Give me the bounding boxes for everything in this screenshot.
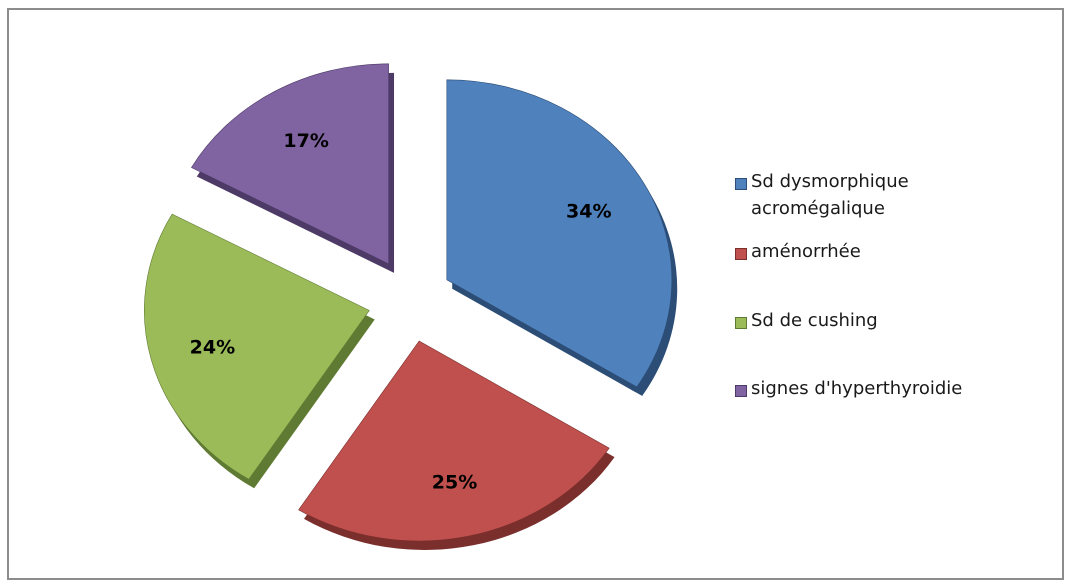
legend-swatch	[735, 248, 747, 260]
legend-label: Sd de cushing	[751, 310, 878, 331]
pie-value-label: 17%	[283, 130, 328, 152]
legend-label: aménorrhée	[751, 241, 861, 262]
pie-value-label: 25%	[432, 472, 477, 494]
legend-swatch	[735, 385, 747, 397]
legend-item: Sd dysmorphique acromégalique	[735, 171, 1041, 222]
legend-item: Sd de cushing	[735, 310, 1041, 334]
pie-value-label: 34%	[566, 200, 611, 222]
pie-value-label: 24%	[190, 336, 235, 358]
legend-swatch	[735, 178, 747, 190]
pie-slice	[191, 63, 389, 265]
legend-item: aménorrhée	[735, 241, 1041, 265]
pie-value-labels: 34% 25% 24% 17%	[190, 130, 612, 494]
pie-slice	[446, 79, 673, 388]
legend-label: signes d'hyperthyroidie	[751, 378, 963, 399]
legend-item: signes d'hyperthyroidie	[735, 378, 1041, 402]
legend-label: Sd dysmorphique acromégalique	[751, 171, 909, 219]
pie-slice	[144, 213, 370, 480]
pie-slice	[298, 340, 610, 542]
pie-slices	[144, 63, 678, 550]
legend-swatch	[735, 317, 747, 329]
